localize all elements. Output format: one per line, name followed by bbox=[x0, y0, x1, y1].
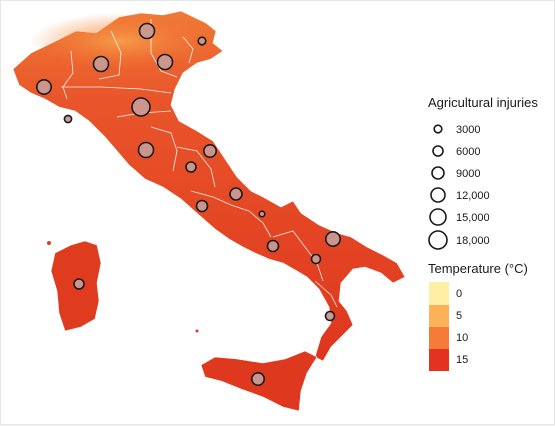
bubble-veneto[interactable] bbox=[156, 53, 174, 71]
bubble-piemonte[interactable] bbox=[35, 79, 52, 96]
legend-label-18000: 18,000 bbox=[456, 235, 490, 247]
legend-label-9000: 9000 bbox=[456, 168, 480, 180]
bubble-trentino[interactable] bbox=[138, 22, 156, 40]
legend-swatch-0 bbox=[429, 282, 449, 305]
island bbox=[195, 329, 199, 333]
bubble-puglia[interactable] bbox=[324, 231, 341, 248]
legend-label-temp-0: 0 bbox=[456, 288, 462, 300]
legend-label-12000: 12,000 bbox=[456, 190, 490, 202]
bubble-calabria[interactable] bbox=[324, 310, 336, 322]
bubble-liguria[interactable] bbox=[63, 114, 73, 124]
legend-bubble-9000 bbox=[431, 166, 445, 180]
bubble-molise[interactable] bbox=[258, 210, 266, 218]
bubble-abruzzo[interactable] bbox=[229, 187, 243, 201]
legend-swatch-5 bbox=[429, 305, 449, 327]
temperature-legend: Temperature (°C) 0 5 10 15 bbox=[428, 261, 528, 371]
legend-bubble-18000 bbox=[428, 230, 448, 250]
legend-label-3000: 3000 bbox=[456, 124, 480, 136]
injuries-legend-title: Agricultural injuries bbox=[428, 95, 538, 110]
bubble-marche[interactable] bbox=[203, 144, 218, 159]
legend-bubble-3000 bbox=[433, 124, 443, 134]
legend-label-15000: 15,000 bbox=[456, 212, 490, 224]
bubble-umbria[interactable] bbox=[185, 161, 197, 173]
legend-label-temp-10: 10 bbox=[456, 332, 468, 344]
bubble-layer bbox=[35, 22, 341, 386]
legend-bubble-6000 bbox=[432, 145, 444, 157]
legend-label-temp-15: 15 bbox=[456, 354, 468, 366]
legend-bubble-12000 bbox=[430, 187, 446, 203]
legend-label-6000: 6000 bbox=[456, 146, 480, 158]
bubble-lombardia[interactable] bbox=[92, 55, 110, 73]
legend-label-temp-5: 5 bbox=[456, 310, 462, 322]
bubble-emilia[interactable] bbox=[131, 97, 151, 117]
bubble-toscana[interactable] bbox=[137, 141, 155, 159]
italy-mainland bbox=[12, 10, 406, 362]
legend-bubble-15000 bbox=[429, 208, 447, 226]
bubble-basilicata[interactable] bbox=[310, 253, 322, 265]
bubble-friuli[interactable] bbox=[197, 36, 207, 46]
bubble-sicilia[interactable] bbox=[251, 371, 266, 386]
alps-shading bbox=[31, 13, 211, 69]
island bbox=[47, 241, 51, 245]
bubble-sardegna[interactable] bbox=[73, 278, 85, 290]
temperature-legend-title: Temperature (°C) bbox=[428, 261, 528, 276]
legend-swatch-15 bbox=[429, 349, 449, 371]
bubble-lazio[interactable] bbox=[195, 199, 209, 213]
bubble-campania[interactable] bbox=[266, 239, 280, 253]
injuries-legend: Agricultural injuries 3000 6000 9000 12,… bbox=[428, 95, 538, 250]
legend-swatch-10 bbox=[429, 327, 449, 349]
